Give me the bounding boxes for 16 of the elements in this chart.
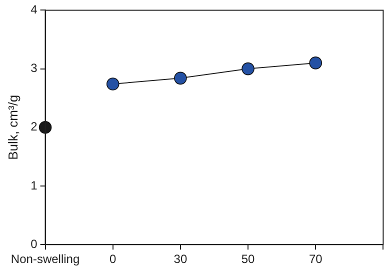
point [174, 72, 187, 85]
x-tick-label: 50 [241, 252, 256, 266]
y-tick-label: 2 [30, 120, 38, 134]
x-tick-label: 70 [308, 252, 323, 266]
point [106, 78, 120, 90]
x-tick-label: 30 [174, 252, 188, 266]
x-tick-label: 0 [110, 252, 117, 266]
y-tick-label: 0 [30, 236, 38, 251]
point [242, 62, 254, 76]
y-tick-label: 3 [30, 61, 38, 76]
point [38, 121, 52, 134]
y-axis-title: Bulk, cm³/g [5, 94, 20, 160]
y-tick-label: 4 [30, 2, 38, 17]
point [309, 56, 322, 70]
x-tick-label: Non-swelling [10, 252, 80, 266]
y-tick-label: 1 [30, 178, 38, 192]
